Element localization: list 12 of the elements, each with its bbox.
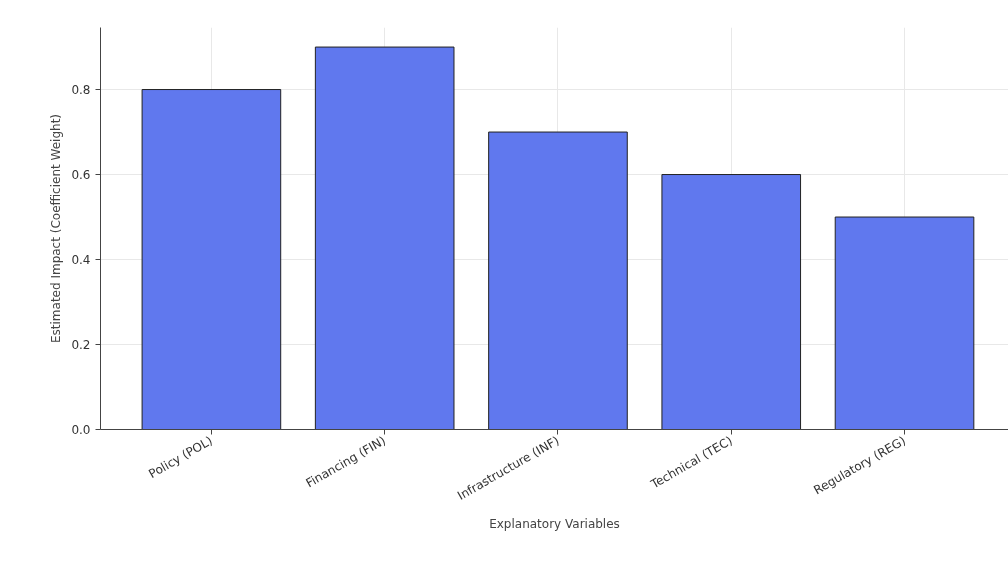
x-axis-title: Explanatory Variables [489,516,620,531]
y-tick-label: 0.8 [71,83,91,98]
bar [141,89,282,430]
bar [834,216,975,430]
y-tick-label: 0.4 [71,253,91,268]
bar [661,174,802,430]
bar [488,131,628,430]
y-tick-label: 0.0 [71,423,91,437]
y-tick-label: 0.6 [71,168,91,183]
y-tick-label: 0.2 [71,338,91,353]
bar [314,46,455,430]
y-axis-title: Estimated Impact (Coefficient Weight) [49,113,64,344]
